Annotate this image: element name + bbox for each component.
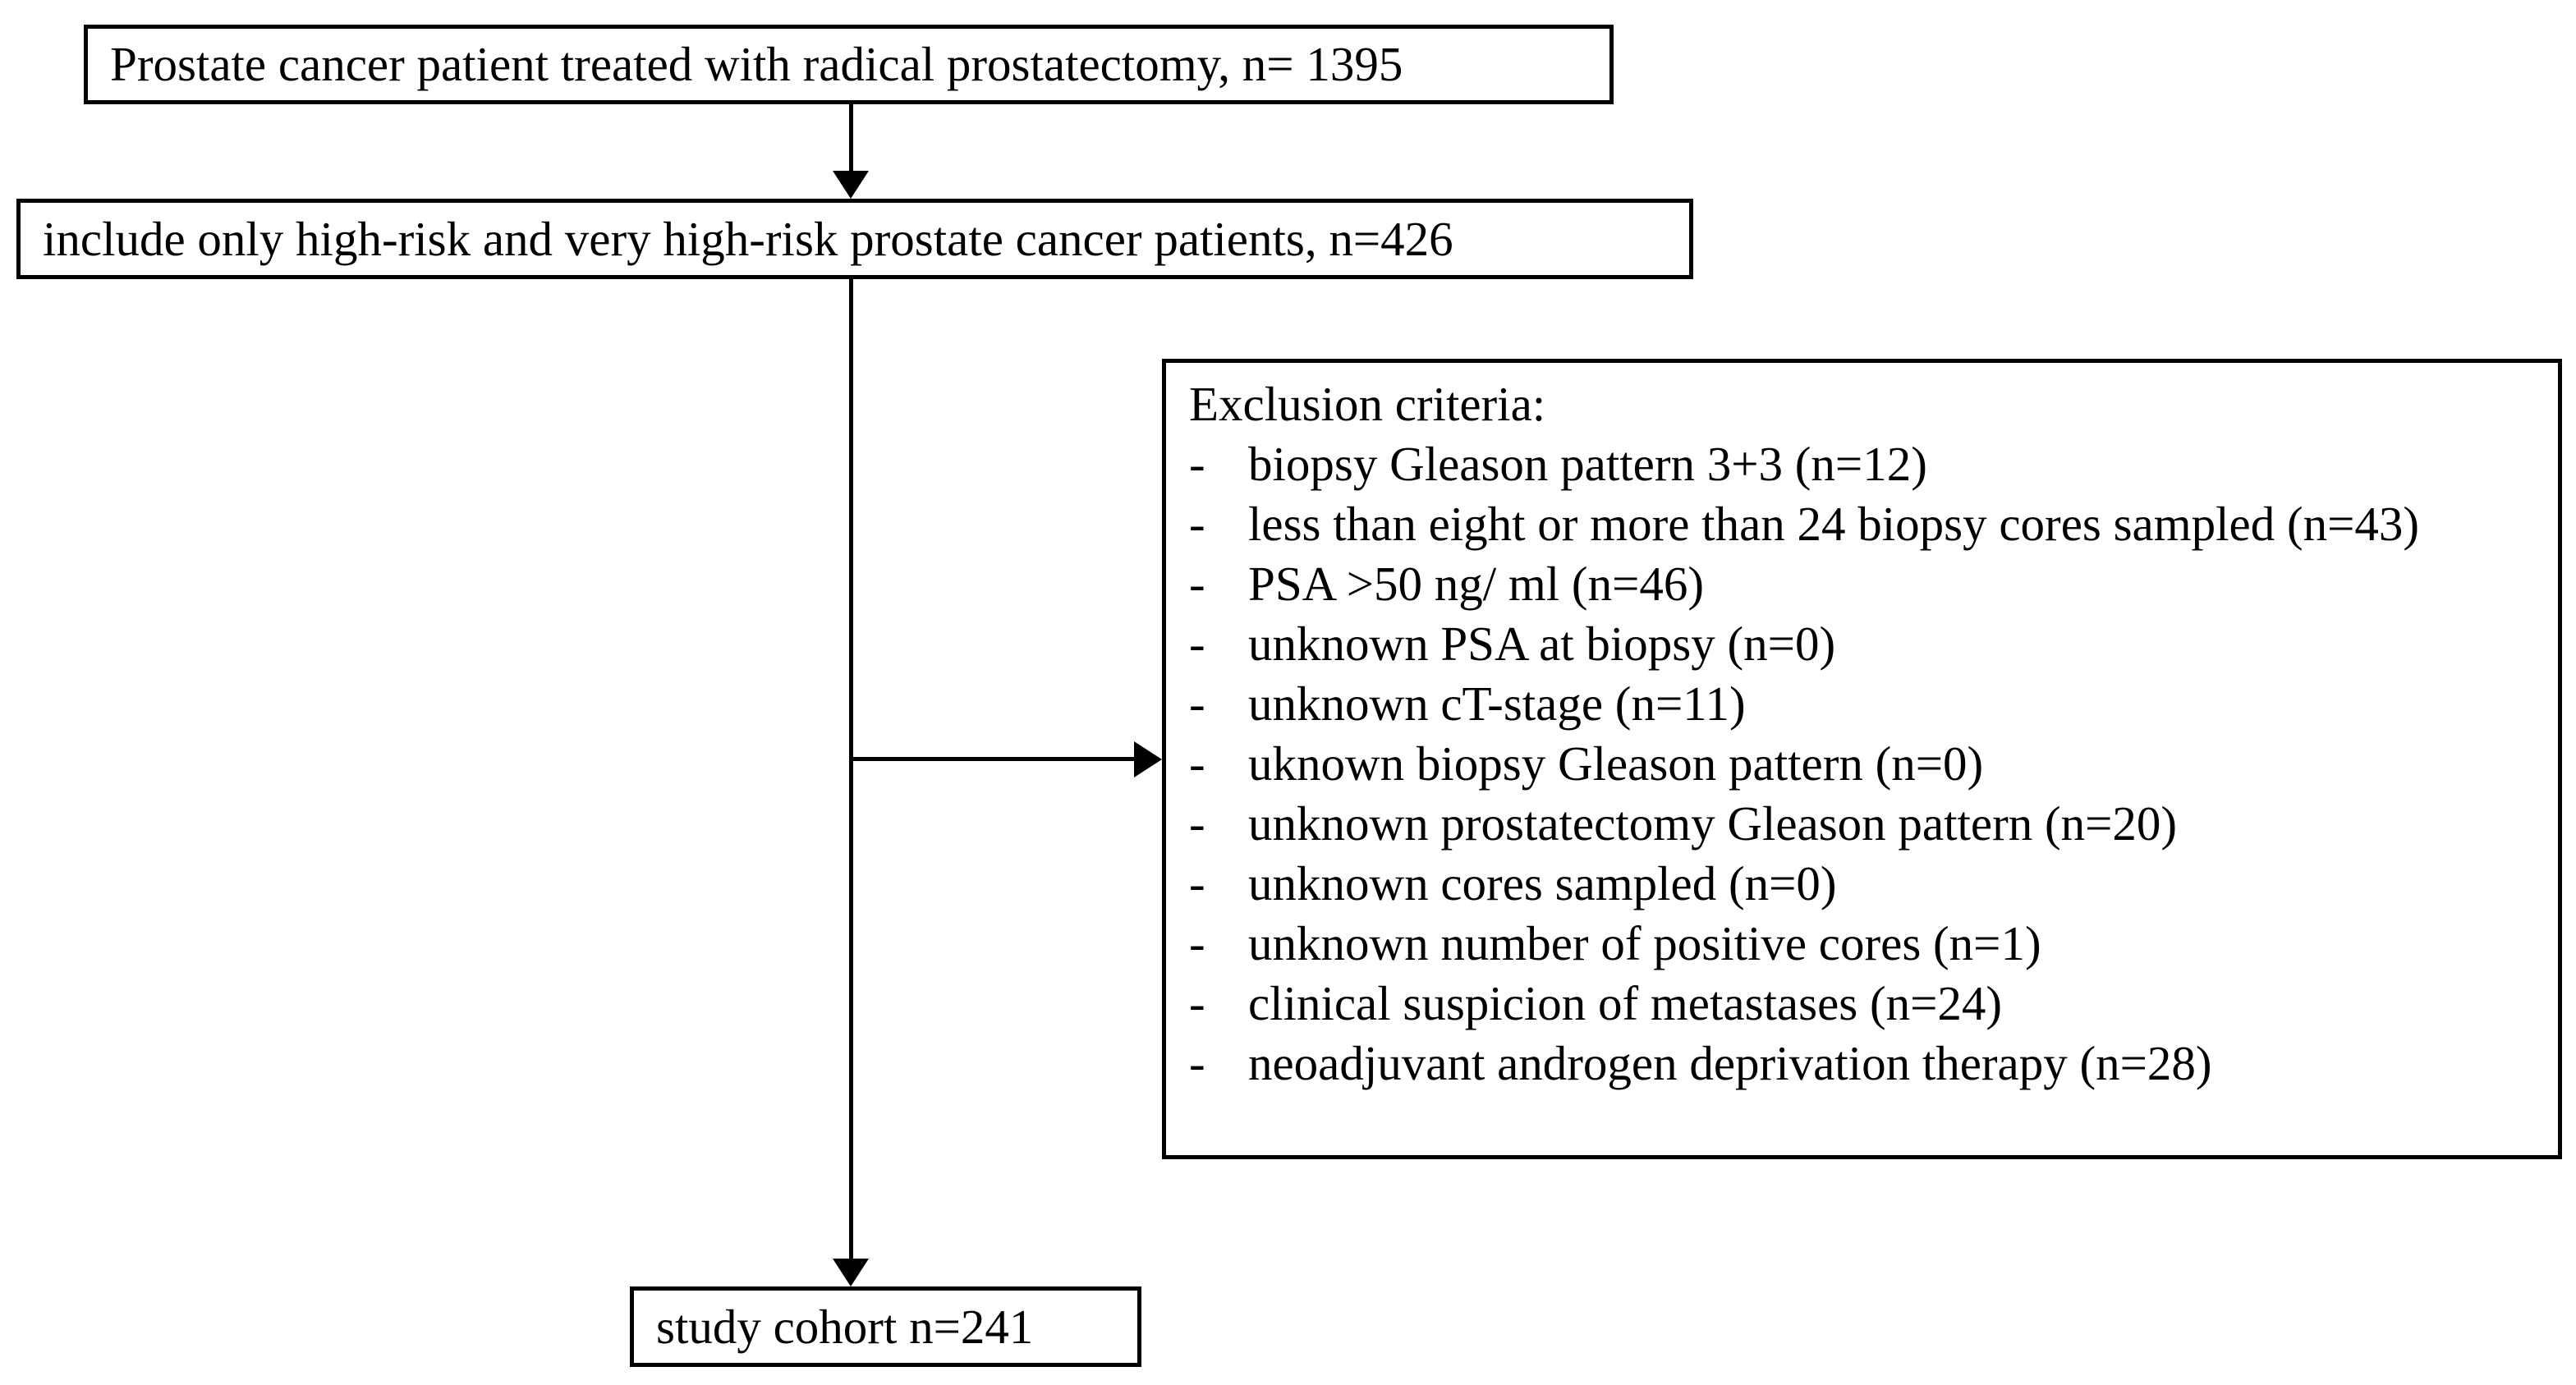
arrow-right-icon <box>1134 741 1162 777</box>
exclusion-item: - less than eight or more than 24 biopsy… <box>1189 494 2542 554</box>
exclusion-item-label: less than eight or more than 24 biopsy c… <box>1248 497 2420 551</box>
exclusion-item: - unknown number of positive cores (n=1) <box>1189 914 2542 974</box>
bullet-dash-icon: - <box>1189 676 1205 731</box>
exclusion-criteria-box: Exclusion criteria: - biopsy Gleason pat… <box>1162 359 2562 1159</box>
exclusion-item: - neoadjuvant androgen deprivation thera… <box>1189 1034 2542 1094</box>
exclusion-item: - unknown cores sampled (n=0) <box>1189 854 2542 914</box>
exclusion-item-label: unknown PSA at biopsy (n=0) <box>1248 617 1836 671</box>
exclusion-item-label: neoadjuvant androgen deprivation therapy… <box>1248 1036 2212 1090</box>
exclusion-item-label: unknown cores sampled (n=0) <box>1248 856 1837 910</box>
exclusion-item: - unknown PSA at biopsy (n=0) <box>1189 614 2542 674</box>
exclusion-item: - unknown prostatectomy Gleason pattern … <box>1189 794 2542 854</box>
exclusion-item-label: unknown cT-stage (n=11) <box>1248 676 1746 731</box>
arrow-down-icon <box>833 1259 869 1286</box>
connector-line-initial-to-filter <box>849 104 853 172</box>
bullet-dash-icon: - <box>1189 617 1205 671</box>
exclusion-item: - clinical suspicion of metastases (n=24… <box>1189 974 2542 1034</box>
bullet-dash-icon: - <box>1189 1036 1205 1090</box>
exclusion-item-label: biopsy Gleason pattern 3+3 (n=12) <box>1248 437 1927 491</box>
connector-line-filter-to-study <box>849 279 853 1260</box>
flow-box-study-cohort-label: study cohort n=241 <box>656 1299 1034 1354</box>
bullet-dash-icon: - <box>1189 497 1205 551</box>
bullet-dash-icon: - <box>1189 856 1205 910</box>
exclusion-item: - unknown cT-stage (n=11) <box>1189 674 2542 734</box>
exclusion-item: - biopsy Gleason pattern 3+3 (n=12) <box>1189 434 2542 494</box>
bullet-dash-icon: - <box>1189 796 1205 851</box>
bullet-dash-icon: - <box>1189 976 1205 1030</box>
flow-box-initial-cohort-label: Prostate cancer patient treated with rad… <box>110 37 1403 92</box>
exclusion-item-label: clinical suspicion of metastases (n=24) <box>1248 976 2003 1030</box>
exclusion-criteria-list: - biopsy Gleason pattern 3+3 (n=12) - le… <box>1189 434 2542 1094</box>
exclusion-criteria-title: Exclusion criteria: <box>1189 377 1546 431</box>
connector-line-to-exclusion <box>849 757 1137 761</box>
flow-box-study-cohort: study cohort n=241 <box>630 1286 1141 1367</box>
arrow-down-icon <box>833 171 869 199</box>
flow-box-highrisk-filter: include only high-risk and very high-ris… <box>16 199 1693 279</box>
bullet-dash-icon: - <box>1189 437 1205 491</box>
exclusion-item-label: unknown number of positive cores (n=1) <box>1248 916 2041 970</box>
exclusion-item: - uknown biopsy Gleason pattern (n=0) <box>1189 734 2542 794</box>
exclusion-item-label: uknown biopsy Gleason pattern (n=0) <box>1248 736 1984 791</box>
bullet-dash-icon: - <box>1189 736 1205 791</box>
flow-box-initial-cohort: Prostate cancer patient treated with rad… <box>84 25 1614 104</box>
bullet-dash-icon: - <box>1189 557 1205 611</box>
exclusion-item: - PSA >50 ng/ ml (n=46) <box>1189 554 2542 614</box>
flow-box-highrisk-filter-label: include only high-risk and very high-ris… <box>43 211 1453 266</box>
bullet-dash-icon: - <box>1189 916 1205 970</box>
exclusion-item-label: PSA >50 ng/ ml (n=46) <box>1248 557 1704 611</box>
exclusion-item-label: unknown prostatectomy Gleason pattern (n… <box>1248 796 2178 851</box>
